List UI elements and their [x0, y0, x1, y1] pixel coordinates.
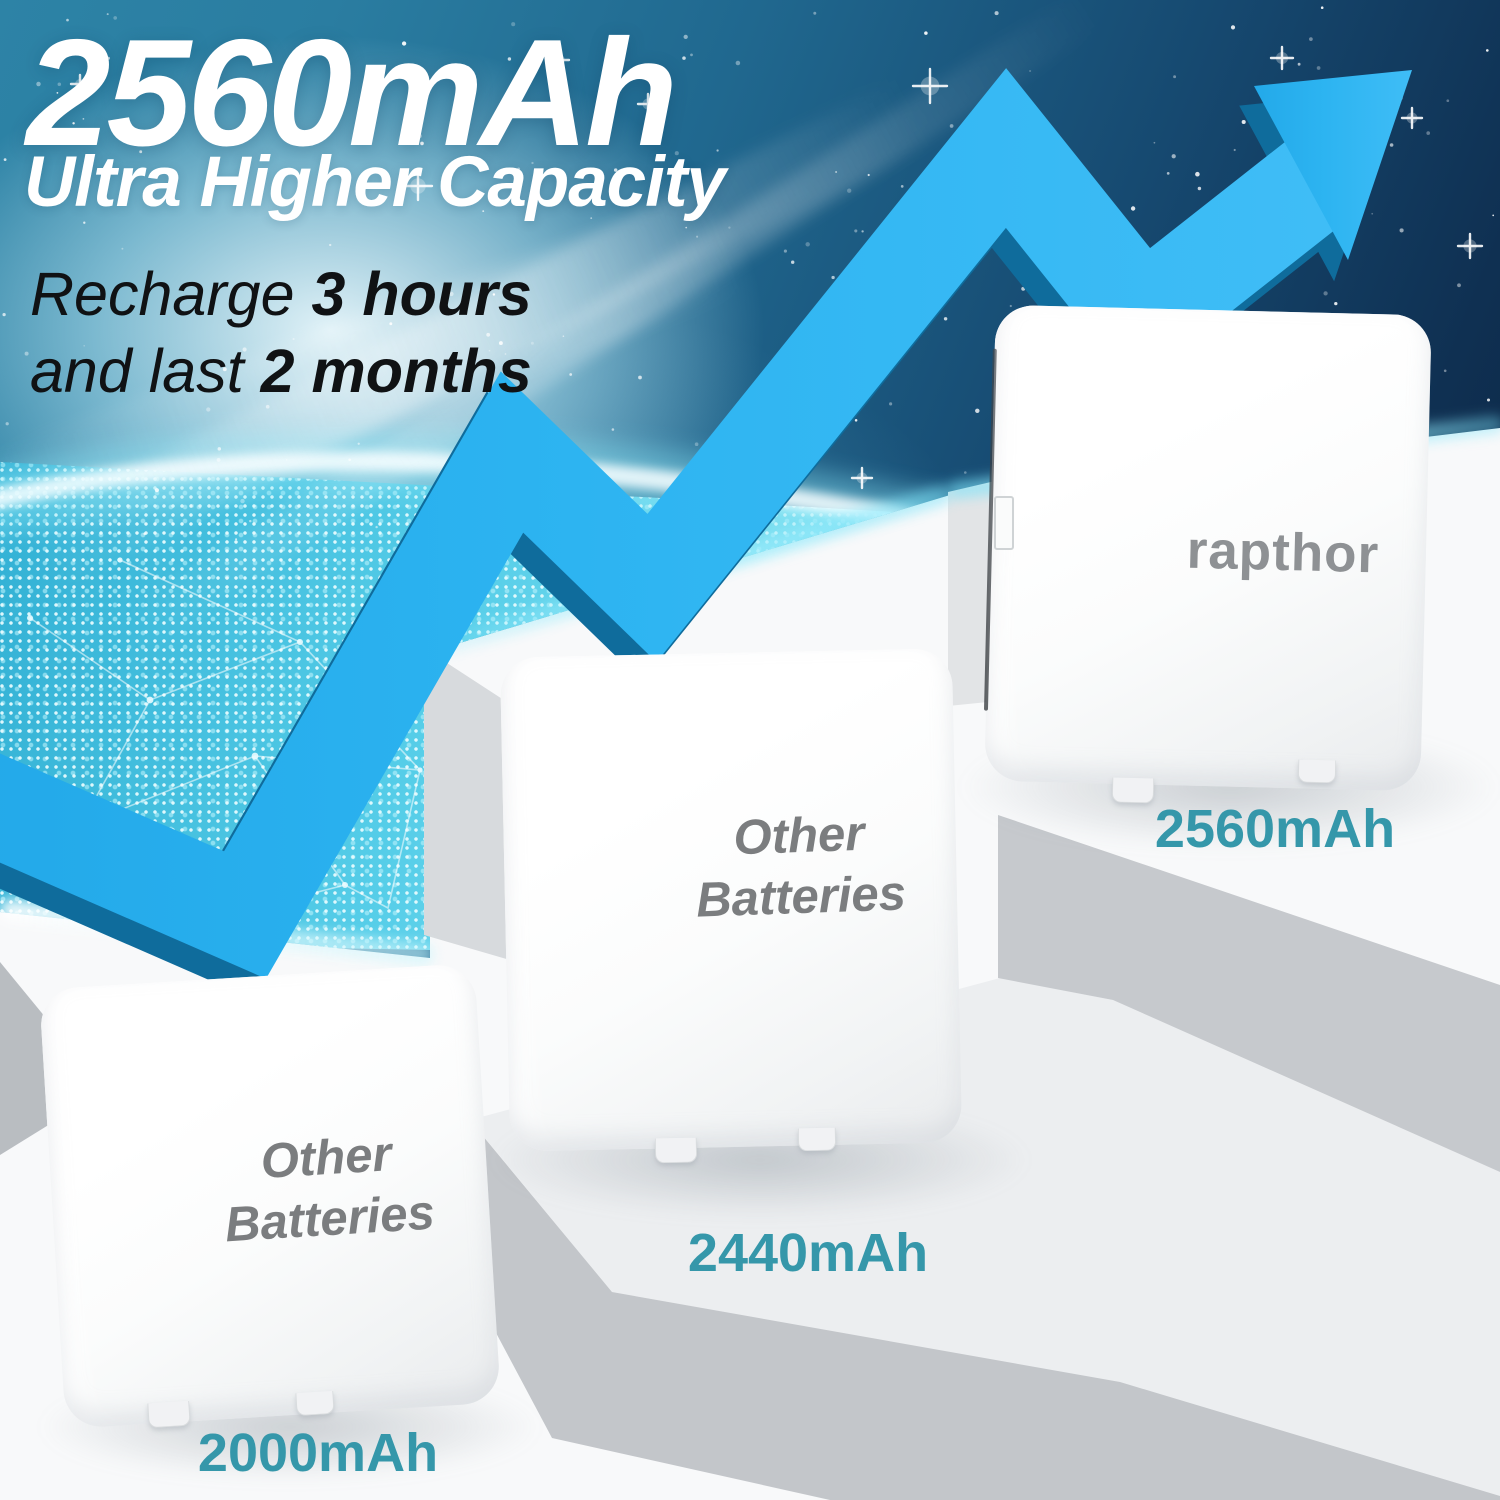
tagline-line2-normal: and last — [30, 336, 261, 405]
tagline-line1-bold: 3 hours — [311, 260, 532, 328]
other-battery-label: Other Batteries — [175, 1119, 482, 1259]
page-subtitle: Ultra Higher Capacity — [24, 143, 726, 222]
tagline-line1-normal: Recharge — [30, 260, 312, 328]
tagline-line1: Recharge 3 hours — [30, 256, 532, 333]
battery-tab — [295, 1390, 335, 1417]
page-title-capacity: 2560mAh — [26, 8, 678, 178]
capacity-label-2000: 2000mAh — [197, 1423, 439, 1483]
other-battery-label: Other Batteries — [648, 801, 952, 933]
battery-tab — [797, 1127, 837, 1152]
other-battery-label-line2: Batteries — [695, 866, 907, 928]
battery-tab — [147, 1400, 191, 1429]
battery-tab — [1297, 759, 1337, 784]
capacity-label-2560: 2560mAh — [1154, 799, 1396, 859]
tagline-line2-bold: 2 months — [260, 336, 532, 405]
tagline-line2: and last 2 months — [30, 333, 532, 410]
rapthor-brand-logo: rapthor — [1186, 520, 1380, 585]
other-battery-label-line1: Other — [732, 806, 866, 866]
tagline: Recharge 3 hours and last 2 months — [30, 256, 532, 410]
capacity-label-2440: 2440mAh — [687, 1223, 929, 1283]
battery-side-slot — [994, 496, 1014, 550]
battery-tab — [654, 1137, 698, 1164]
